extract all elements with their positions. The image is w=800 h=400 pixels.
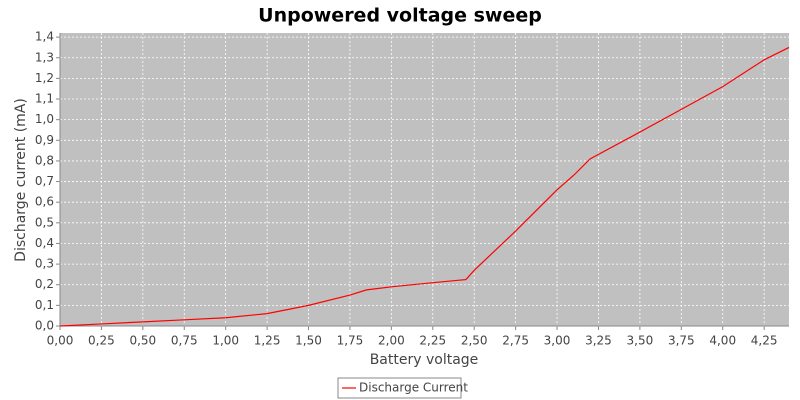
- y-tick-label: 0,2: [35, 277, 54, 291]
- x-tick-label: 3,75: [668, 334, 695, 348]
- x-tick-label: 3,00: [544, 334, 571, 348]
- y-tick-label: 0,6: [35, 195, 54, 209]
- x-tick-label: 1,75: [337, 334, 364, 348]
- x-tick-label: 4,00: [709, 334, 736, 348]
- x-tick-label: 3,50: [627, 334, 654, 348]
- x-tick-label: 0,25: [88, 334, 115, 348]
- x-tick-label: 0,00: [47, 334, 74, 348]
- y-tick-label: 1,4: [35, 30, 54, 44]
- x-tick-label: 1,00: [212, 334, 239, 348]
- x-tick-label: 2,50: [461, 334, 488, 348]
- data-line: [59, 46, 790, 327]
- y-tick-label: 0,8: [35, 153, 54, 167]
- y-tick-label: 1,3: [35, 50, 54, 64]
- y-tick-label: 0,5: [35, 215, 54, 229]
- x-tick-label: 4,25: [751, 334, 778, 348]
- y-tick-label: 1,2: [35, 71, 54, 85]
- y-tick-label: 0,7: [35, 174, 54, 188]
- x-tick-label: 3,25: [585, 334, 612, 348]
- x-tick-label: 0,50: [129, 334, 156, 348]
- x-tick-label: 1,50: [295, 334, 322, 348]
- y-tick-label: 0,4: [35, 236, 54, 250]
- y-tick-label: 0,9: [35, 133, 54, 147]
- legend-label: Discharge Current: [359, 381, 468, 395]
- x-tick-label: 2,00: [378, 334, 405, 348]
- y-tick-label: 1,1: [35, 92, 54, 106]
- chart-title: Unpowered voltage sweep: [258, 5, 542, 27]
- x-tick-label: 0,75: [171, 334, 198, 348]
- legend: [337, 377, 462, 399]
- x-tick-label: 2,25: [419, 334, 446, 348]
- y-tick-label: 0,1: [35, 298, 54, 312]
- y-axis-label: Discharge current (mA): [13, 98, 29, 262]
- x-tick-label: 2,75: [502, 334, 529, 348]
- x-tick-label: 1,25: [254, 334, 281, 348]
- y-tick-label: 0,0: [35, 319, 54, 333]
- y-tick-label: 0,3: [35, 257, 54, 271]
- y-tick-label: 1,0: [35, 112, 54, 126]
- x-axis-label: Battery voltage: [370, 352, 479, 368]
- plot-area: [60, 33, 789, 326]
